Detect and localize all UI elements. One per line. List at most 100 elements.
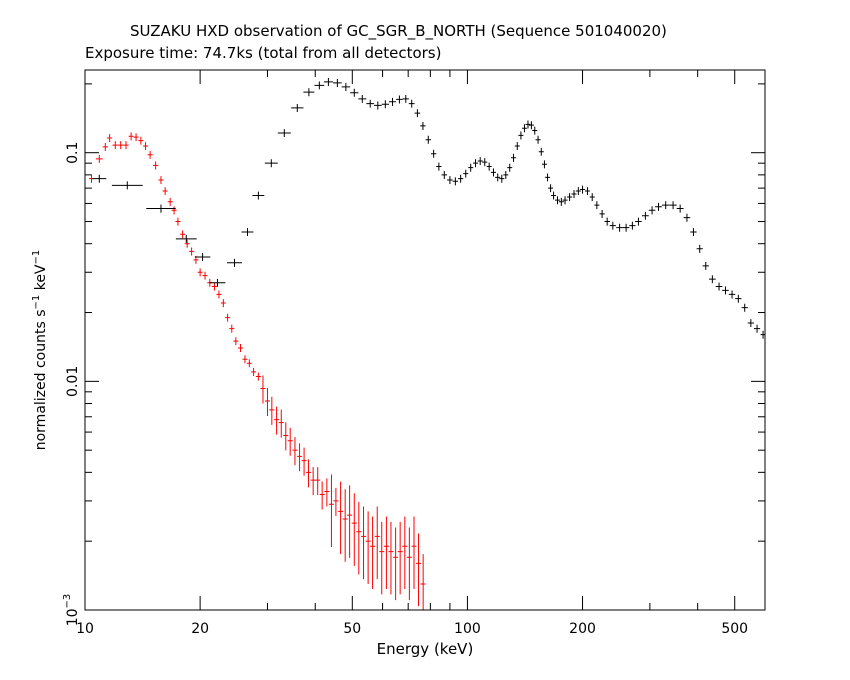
chart-subtitle: Exposure time: 74.7ks (total from all de… [85,44,442,62]
data-point [393,527,399,601]
data-point [408,99,415,108]
data-point [709,275,716,284]
data-point [112,141,119,150]
data-point [503,170,509,179]
data-point [167,197,173,206]
data-point [383,516,389,590]
data-point [123,141,129,150]
series-0 [89,132,426,610]
data-point [118,141,124,150]
data-point [277,129,291,138]
data-point [292,437,298,466]
x-tick-label: 50 [343,621,361,637]
data-point [532,126,538,135]
data-point [473,159,479,168]
data-point [396,95,403,104]
data-point [260,375,266,404]
data-point [152,161,159,170]
y-axis-label-unit-exponent: −1 [31,249,43,265]
data-point [616,223,623,232]
data-point [683,213,691,222]
data-point [676,204,684,213]
data-point [220,299,226,308]
data-point [468,163,474,172]
data-point [251,367,257,376]
data-point [297,443,303,472]
data-point [323,78,333,86]
data-point [458,174,464,183]
data-point [641,211,649,220]
data-point [747,319,754,328]
data-point [361,506,367,580]
x-tick-label: 500 [721,621,748,637]
data-point [406,527,412,601]
data-point [402,516,408,590]
y-tick-label-exponent: −3 [62,594,73,609]
data-point [175,234,197,243]
data-point [107,134,113,143]
data-point [374,506,380,580]
data-point [722,286,729,295]
data-point [535,135,541,144]
data-point [92,174,107,183]
data-series [89,78,766,610]
data-point [629,221,636,230]
data-point [609,221,616,230]
x-tick-label: 20 [191,621,209,637]
axis-ticks [84,70,766,611]
data-point [528,121,534,130]
data-point [338,481,344,555]
data-point [374,101,382,110]
data-point [315,467,321,496]
data-point [735,294,742,303]
y-axis-label-exponent: −1 [31,294,43,310]
data-point [622,223,630,232]
data-point [333,487,339,516]
data-point [211,282,217,291]
data-point [147,150,153,159]
data-point [237,344,243,352]
data-point [175,217,181,226]
data-point [420,554,426,610]
data-point [356,501,362,575]
data-point [567,193,573,202]
data-point [463,169,469,178]
data-point [541,160,547,169]
data-point [333,78,342,87]
data-point [301,447,307,476]
chart-title: SUZAKU HXD observation of GC_SGR_B_NORTH… [130,22,667,40]
data-point [319,481,325,510]
series-1 [92,78,766,339]
data-point [702,261,709,270]
data-point [158,176,164,185]
data-point [416,533,422,607]
data-point [291,104,304,112]
data-point [604,217,610,226]
data-point [436,162,442,171]
y-axis-label-unit: keV [32,264,49,295]
data-point [171,206,177,215]
data-point [184,239,190,248]
data-point [411,516,417,590]
data-point [255,372,261,381]
data-point [246,359,252,368]
data-point [138,136,144,145]
data-point [128,132,134,141]
data-point [486,162,492,171]
y-tick-label: 0.01 [65,366,81,397]
data-point [741,303,748,312]
data-point [452,177,459,186]
data-point [143,142,149,151]
data-point [225,313,231,322]
data-point [441,170,448,179]
data-point [696,244,703,253]
data-point [314,81,325,90]
y-tick-label: 10−3 [62,594,81,627]
data-point [269,396,275,425]
data-point [490,168,496,177]
y-axis-label: normalized counts s−1 keV−1 [31,250,49,451]
data-point [341,83,351,91]
plot-frame [84,69,766,611]
data-point [648,206,656,215]
data-point [146,204,176,213]
